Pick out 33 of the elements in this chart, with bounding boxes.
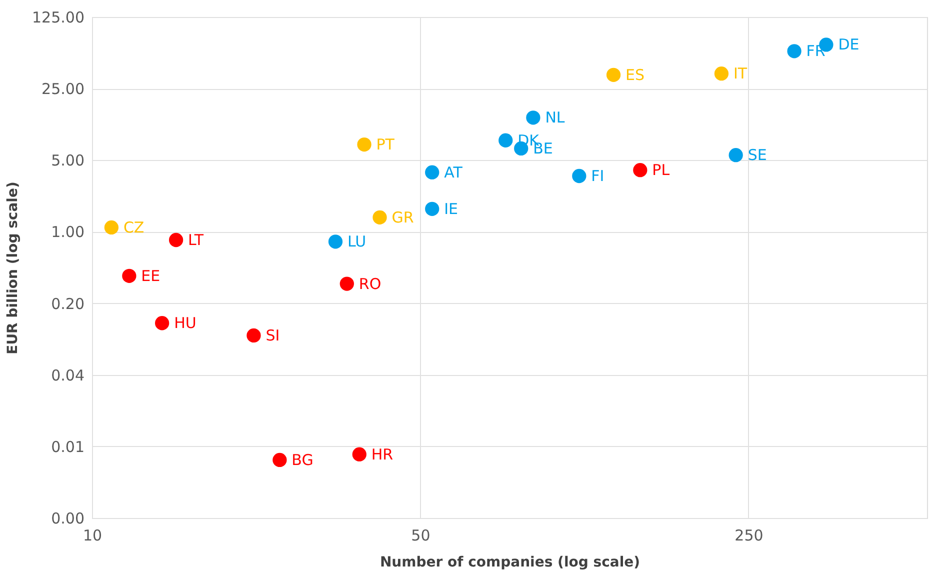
annotation: HR — [371, 445, 394, 464]
x-tick-label: 50 — [411, 526, 430, 544]
annotation: IT — [733, 64, 748, 83]
annotation: NL — [545, 108, 566, 127]
annotation: CZ — [123, 218, 144, 236]
y-tick-label: 25.00 — [42, 80, 84, 98]
annotation: PT — [376, 136, 396, 154]
y-tick-label: 0.00 — [51, 510, 84, 528]
annotation: IE — [444, 200, 458, 218]
annotation: RO — [358, 274, 382, 293]
x-tick-label: 250 — [734, 526, 764, 544]
annotation: LU — [347, 232, 366, 251]
annotation: LT — [188, 231, 204, 249]
annotation: GR — [392, 208, 414, 226]
y-tick-label: 1.00 — [51, 223, 84, 242]
x-axis-title: Number of companies (log scale) — [380, 554, 640, 570]
y-tick-label: 0.20 — [51, 294, 84, 313]
annotation: EE — [141, 266, 160, 285]
y-axis-title: EUR billion (log scale) — [5, 182, 22, 354]
annotation: PL — [652, 161, 670, 180]
annotation: SI — [266, 326, 280, 344]
y-tick-label: 0.01 — [51, 438, 84, 456]
y-tick-label: 5.00 — [51, 152, 84, 170]
annotation: AT — [444, 163, 464, 182]
annotation: FI — [591, 167, 604, 186]
y-tick-label: 125.00 — [32, 8, 84, 26]
annotation: SE — [748, 146, 767, 164]
annotation: BG — [292, 450, 314, 469]
annotation: ES — [626, 66, 645, 84]
x-tick-label: 10 — [82, 526, 102, 544]
annotation: HU — [174, 314, 196, 332]
y-tick-label: 0.04 — [51, 366, 84, 384]
annotation: DE — [838, 36, 860, 54]
